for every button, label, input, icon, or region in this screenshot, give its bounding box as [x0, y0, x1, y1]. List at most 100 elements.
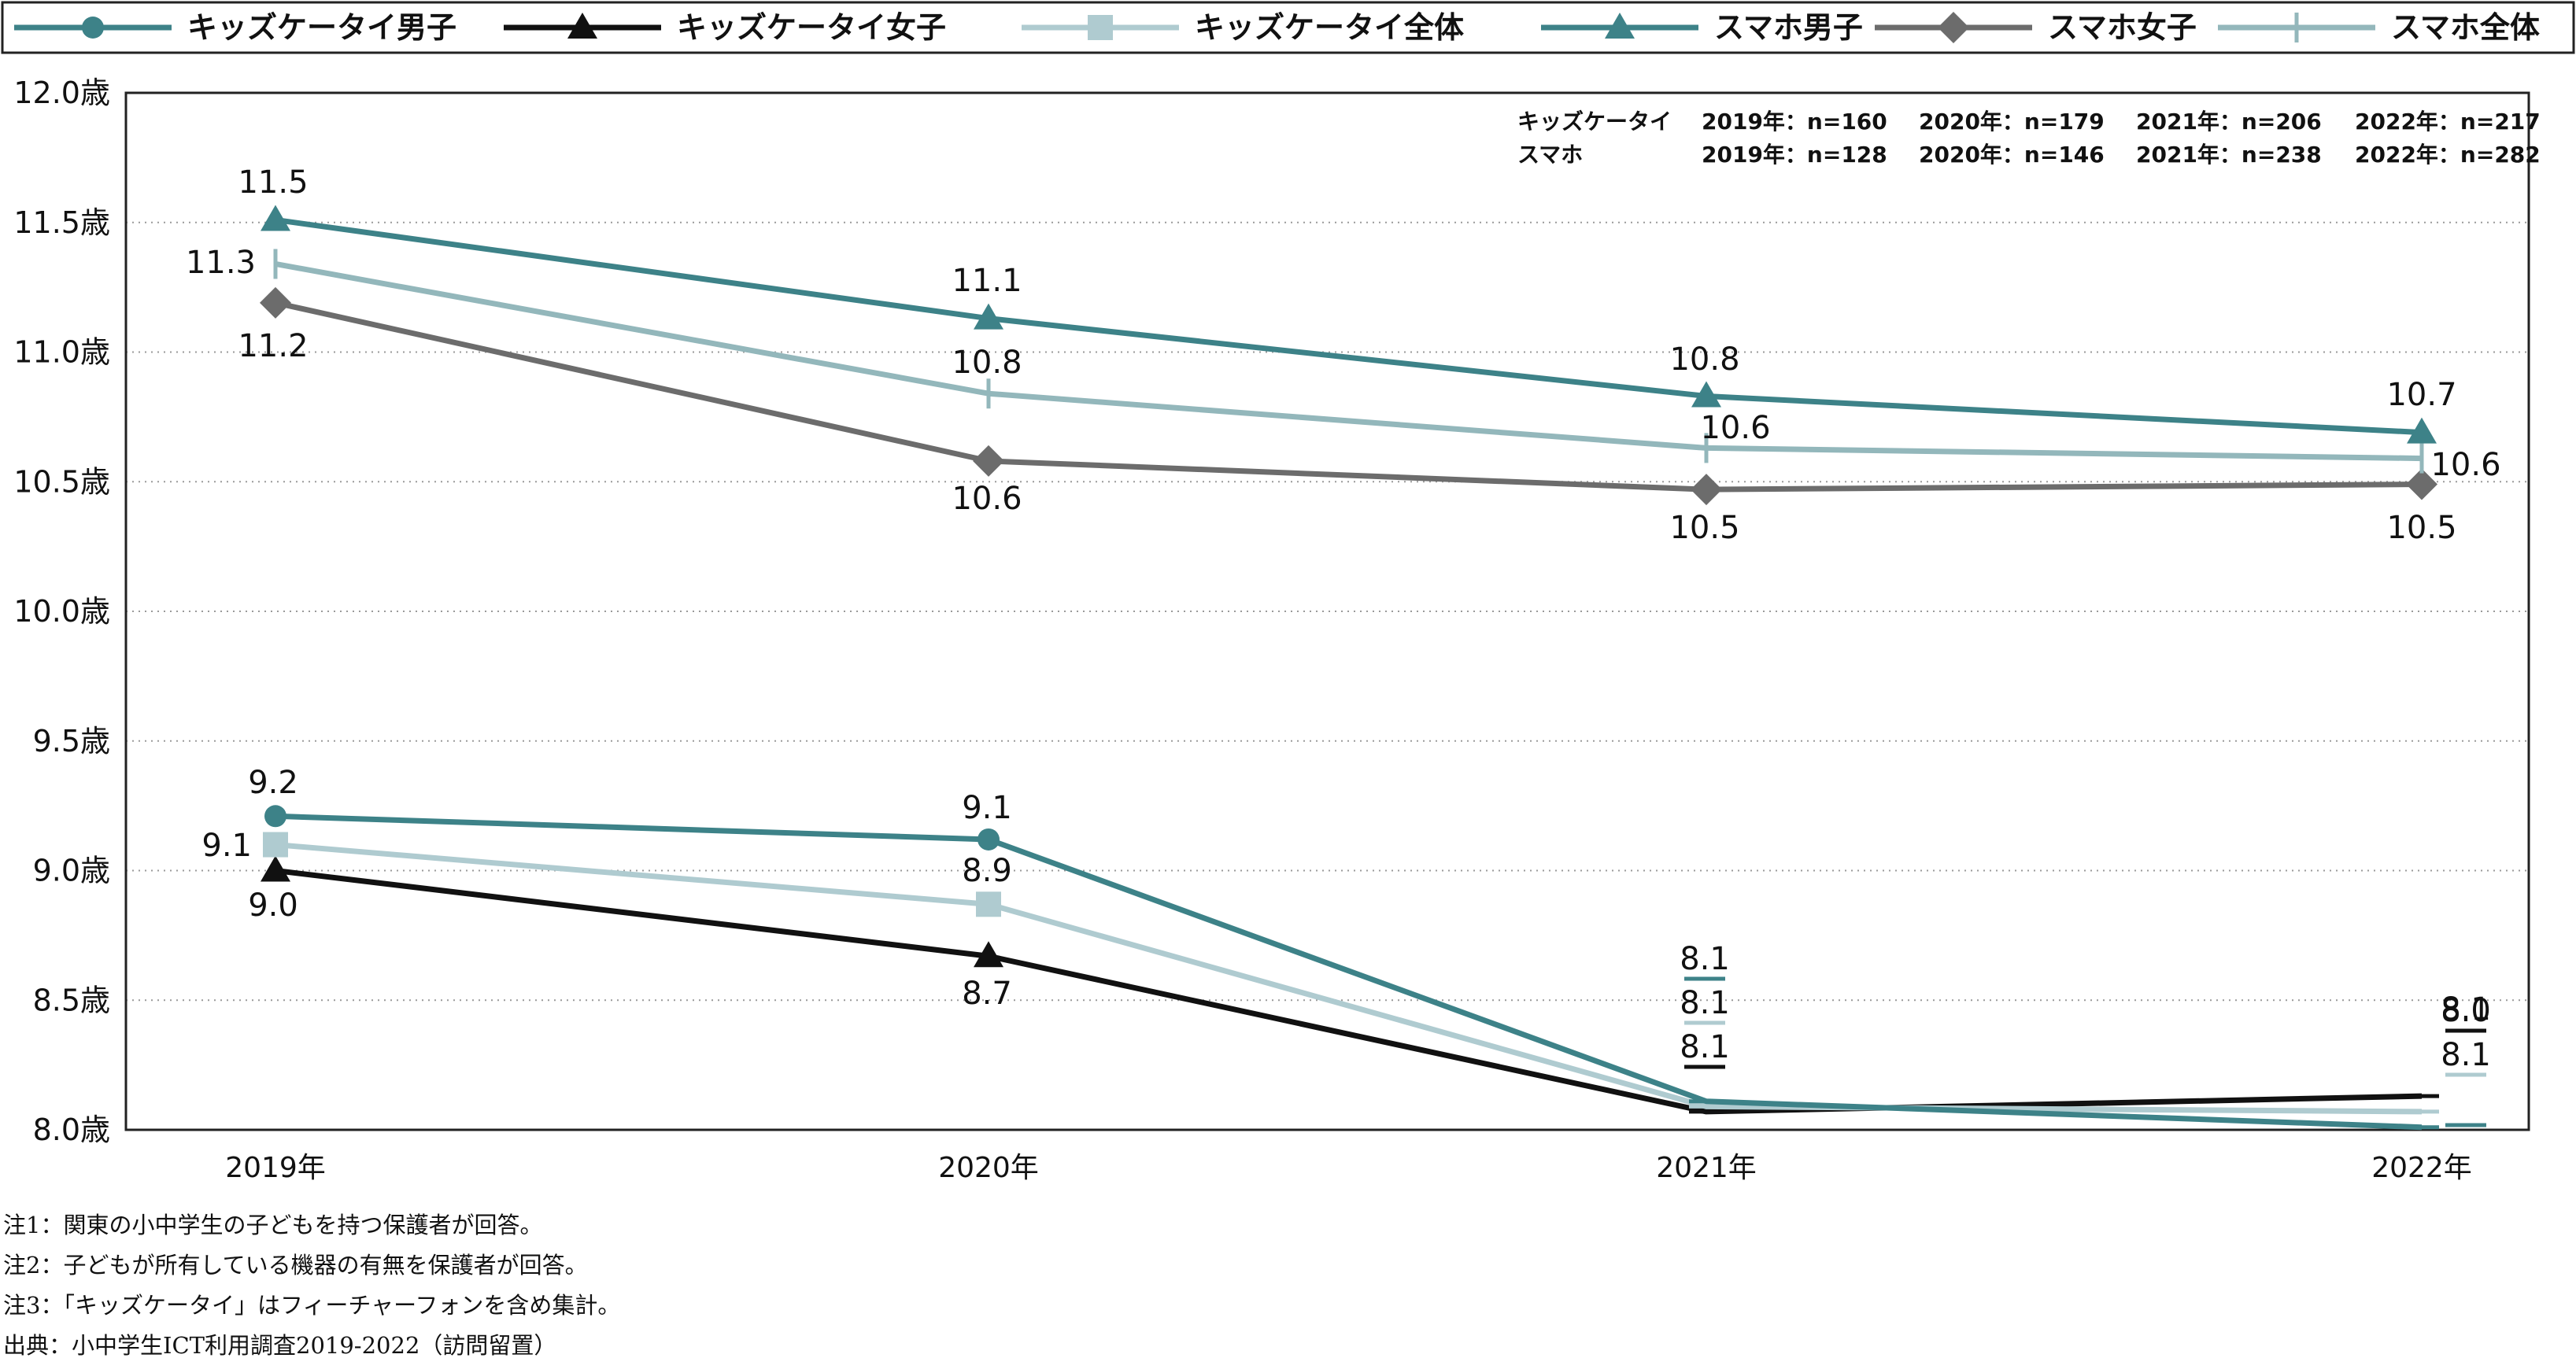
data-label: 11.5: [238, 164, 308, 201]
data-point: [2406, 468, 2437, 500]
data-label: 8.7: [962, 976, 1012, 1012]
data-label: 10.6: [2430, 447, 2500, 483]
series-1: [264, 805, 2439, 1131]
data-point: [976, 891, 1001, 917]
data-label: 11.2: [238, 328, 308, 364]
plot-frame: [124, 91, 2530, 1131]
data-label: 11.1: [952, 263, 1022, 299]
legend-label: キッズケータイ女子: [677, 10, 946, 45]
legend-label: スマホ男子: [1714, 10, 1863, 45]
gridlines: [126, 221, 2529, 1002]
legend-label: スマホ女子: [2048, 10, 2197, 45]
series-6: [273, 249, 2424, 474]
note-1: 注1：関東の小中学生の子どもを持つ保護者が回答。: [3, 1212, 543, 1238]
data-labels: 9.29.18.18.09.08.78.18.19.18.98.18.111.5…: [186, 164, 2501, 1127]
note-2: 注2：子どもが所有している機器の有無を保護者が回答。: [3, 1252, 588, 1279]
sample-group-label: スマホ: [1517, 142, 1583, 168]
sample-size-entry: 2021年：n=238: [2136, 142, 2322, 168]
y-tick-label: 8.5歳: [33, 983, 110, 1017]
data-label: 8.9: [962, 853, 1012, 889]
series-line: [275, 868, 2423, 1115]
data-label: 10.6: [1700, 410, 1770, 446]
data-point: [260, 286, 291, 319]
source-note: 出典：小中学生ICT利用調査2019-2022（訪問留置）: [3, 1332, 557, 1359]
legend-label: スマホ全体: [2391, 10, 2540, 45]
data-point: [264, 805, 286, 828]
sample-size-entry: 2019年：n=160: [1702, 109, 1887, 135]
legend: キッズケータイ男子 キッズケータイ女子 キッズケータイ全体 スマホ男子 スマホ女子 スマホ…: [1, 1, 2575, 54]
data-label: 8.1: [2441, 991, 2491, 1028]
sample-size-entry: 2020年：n=179: [1919, 109, 2105, 135]
data-label: 8.1: [2441, 1037, 2491, 1073]
y-tick-label: 11.5歳: [13, 205, 110, 240]
y-tick-label: 8.0歳: [33, 1113, 110, 1147]
data-label: 9.2: [248, 765, 298, 801]
data-point: [978, 828, 1000, 851]
legend-item: キッズケータイ男子: [14, 10, 456, 45]
y-tick-label: 10.5歳: [13, 464, 110, 499]
legend-marker: [1088, 15, 1113, 40]
legend-label: キッズケータイ男子: [187, 10, 456, 45]
axes: 12.0歳 11.5歳 11.0歳 10.5歳 10.0歳 9.5歳 9.0歳 8.5歳 8.0…: [13, 76, 2471, 1184]
series-line: [275, 261, 2423, 462]
legend-frame: [1, 1, 2575, 54]
data-label: 10.5: [1669, 510, 1739, 546]
sample-size-entry: 2022年：n=282: [2355, 142, 2541, 168]
data-label: 9.0: [248, 887, 298, 924]
note-3: 注3：「キッズケータイ」はフィーチャーフォンを含め集計。: [3, 1292, 621, 1319]
data-label: 8.1: [1680, 985, 1730, 1021]
series: 9.29.18.18.09.08.78.18.19.18.98.18.111.5…: [186, 164, 2501, 1131]
sample-group-label: キッズケータイ: [1517, 109, 1672, 135]
y-tick-label: 9.5歳: [33, 724, 110, 758]
series-line: [275, 300, 2423, 493]
data-point: [974, 303, 1003, 330]
sample-size-entry: 2021年：n=206: [2136, 109, 2322, 135]
x-tick-label: 2021年: [1656, 1152, 1757, 1184]
legend-item: スマホ女子: [1875, 10, 2197, 45]
x-tick-label: 2020年: [938, 1152, 1039, 1184]
sample-size-entry: 2022年：n=217: [2355, 109, 2541, 135]
data-label: 8.0: [2441, 993, 2491, 1029]
data-label: 10.8: [952, 345, 1022, 381]
series-3: [263, 832, 2439, 1115]
legend-marker: [82, 17, 104, 39]
data-point: [974, 941, 1003, 968]
data-point: [261, 855, 290, 882]
series-line: [275, 813, 2423, 1131]
data-point: [973, 445, 1004, 477]
legend-marker: [1605, 13, 1635, 39]
x-tick-label: 2019年: [225, 1152, 326, 1184]
legend-marker: [567, 13, 597, 39]
series-2: [261, 855, 2439, 1115]
footnotes: 注1：関東の小中学生の子どもを持つ保護者が回答。 注2：子どもが所有している機器…: [3, 1205, 1105, 1366]
data-point: [261, 205, 290, 231]
data-label: 10.8: [1669, 341, 1739, 378]
y-tick-label: 12.0歳: [13, 76, 110, 110]
data-label: 9.1: [962, 790, 1012, 826]
legend-item: キッズケータイ全体: [1022, 10, 1464, 45]
y-tick-label: 10.0歳: [13, 594, 110, 629]
data-label: 9.1: [201, 828, 252, 864]
legend-item: キッズケータイ女子: [504, 10, 946, 45]
sample-size-entry: 2020年：n=146: [1919, 142, 2105, 168]
data-label: 8.1: [1680, 941, 1730, 977]
data-label: 10.6: [952, 481, 1022, 517]
data-label: 10.7: [2386, 377, 2456, 413]
sample-size-entry: 2019年：n=128: [1702, 142, 1887, 168]
data-label: 11.3: [186, 245, 256, 281]
y-tick-label: 9.0歳: [33, 854, 110, 888]
legend-label: キッズケータイ全体: [1195, 10, 1464, 45]
data-label: 10.5: [2386, 510, 2456, 546]
data-point: [263, 832, 288, 858]
data-label: 8.1: [1680, 1029, 1730, 1065]
legend-item: スマホ男子: [1541, 10, 1863, 45]
sample-size-note: キッズケータイ 2019年：n=160 2020年：n=179 2021年：n=206…: [1517, 109, 2541, 168]
series-line: [275, 216, 2423, 436]
data-point: [1691, 381, 1721, 408]
legend-item: スマホ全体: [2218, 10, 2540, 45]
data-point: [2407, 417, 2437, 444]
series-line: [275, 842, 2423, 1115]
legend-marker: [1938, 12, 1969, 43]
x-tick-label: 2022年: [2371, 1152, 2472, 1184]
